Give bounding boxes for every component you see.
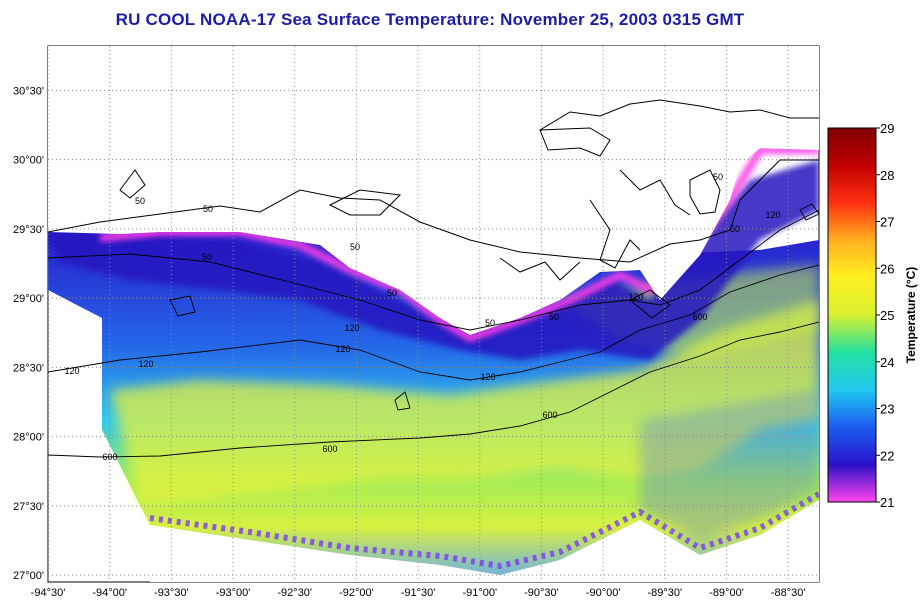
lon-tick-label: -93°30' <box>154 587 189 599</box>
lat-tick-label: 28°00' <box>13 432 44 444</box>
map-title: RU COOL NOAA-17 Sea Surface Temperature:… <box>115 10 745 29</box>
colorbar-tick-label: 26 <box>880 261 894 276</box>
colorbar-tick-label: 28 <box>880 168 894 183</box>
lon-tick-label: -91°00' <box>462 587 497 599</box>
colorbar-ramp <box>827 127 877 503</box>
isobath-label: 50 <box>713 172 723 182</box>
lat-tick-label: 30°30' <box>13 85 44 97</box>
isobath-label: 120 <box>335 344 350 354</box>
colorbar: 29 28 27 26 25 24 23 22 21 Temperature (°C) <box>827 121 918 510</box>
cold-shelf-water <box>48 160 819 360</box>
lat-tick-label: 27°00' <box>13 570 44 582</box>
isobath-label: 600 <box>322 444 337 454</box>
longitude-ticks: -94°30' -94°00' -93°30' -93°00' -92°30' -92°0… <box>31 587 806 599</box>
lon-tick-label: -94°30' <box>31 587 66 599</box>
colorbar-tick-label: 21 <box>880 495 894 510</box>
isobath-label: 50 <box>203 204 213 214</box>
lon-tick-label: -90°00' <box>586 587 621 599</box>
isobath-label: 120 <box>138 359 153 369</box>
isobath-label: 120 <box>344 323 359 333</box>
isobath-label: 600 <box>692 312 707 322</box>
lon-tick-label: -94°00' <box>92 587 127 599</box>
lon-tick-label: -91°30' <box>401 587 436 599</box>
lat-tick-label: 28°30' <box>13 362 44 374</box>
lat-tick-label: 29°30' <box>13 224 44 236</box>
lon-tick-label: -88°30' <box>771 587 806 599</box>
colorbar-ticks: 29 28 27 26 25 24 23 22 21 <box>876 121 894 510</box>
isobath-label: 120 <box>765 210 780 220</box>
lat-tick-label: 27°30' <box>13 501 44 513</box>
isobath-label: 50 <box>730 224 740 234</box>
lon-tick-label: -92°00' <box>339 587 374 599</box>
isobath-label: 50 <box>387 288 397 298</box>
colorbar-tick-label: 27 <box>880 215 894 230</box>
isobath-label: 50 <box>350 242 360 252</box>
isobath-label: 600 <box>542 410 557 420</box>
isobath-label: 50 <box>485 318 495 328</box>
isobath-label: 120 <box>628 292 643 302</box>
isobath-label: 120 <box>480 372 495 382</box>
isobath-label: 50 <box>202 252 212 262</box>
lat-tick-label: 29°00' <box>13 293 44 305</box>
lon-tick-label: -90°30' <box>524 587 559 599</box>
lon-tick-label: -89°00' <box>709 587 744 599</box>
lon-tick-label: -89°30' <box>647 587 682 599</box>
lon-tick-label: -92°30' <box>277 587 312 599</box>
colorbar-tick-label: 23 <box>880 402 894 417</box>
lon-tick-label: -93°00' <box>216 587 251 599</box>
land-mass <box>48 46 819 335</box>
sst-imagery: 50 50 50 50 50 50 50 50 50 120 120 120 120 120 120 120 6… <box>48 46 819 582</box>
colorbar-tick-label: 24 <box>880 355 894 370</box>
colorbar-label: Temperature (°C) <box>904 267 918 364</box>
coastline <box>48 99 819 281</box>
grid-lines <box>48 46 819 582</box>
isobath-label: 50 <box>135 196 145 206</box>
isobath-label: 120 <box>64 366 79 376</box>
lat-tick-label: 30°00' <box>13 155 44 167</box>
latitude-ticks: 30°30' 30°00' 29°30' 29°00' 28°30' 28°00' 27°3… <box>13 85 44 582</box>
colorbar-tick-label: 29 <box>880 121 894 136</box>
isobath-label: 50 <box>549 312 559 322</box>
colorbar-tick-label: 22 <box>880 448 894 463</box>
isobaths <box>48 203 819 458</box>
contour-labels: 50 50 50 50 50 50 50 50 50 120 120 120 120 120 120 120 6… <box>64 172 780 462</box>
colorbar-tick-label: 25 <box>880 308 894 323</box>
isobath-label: 600 <box>102 452 117 462</box>
